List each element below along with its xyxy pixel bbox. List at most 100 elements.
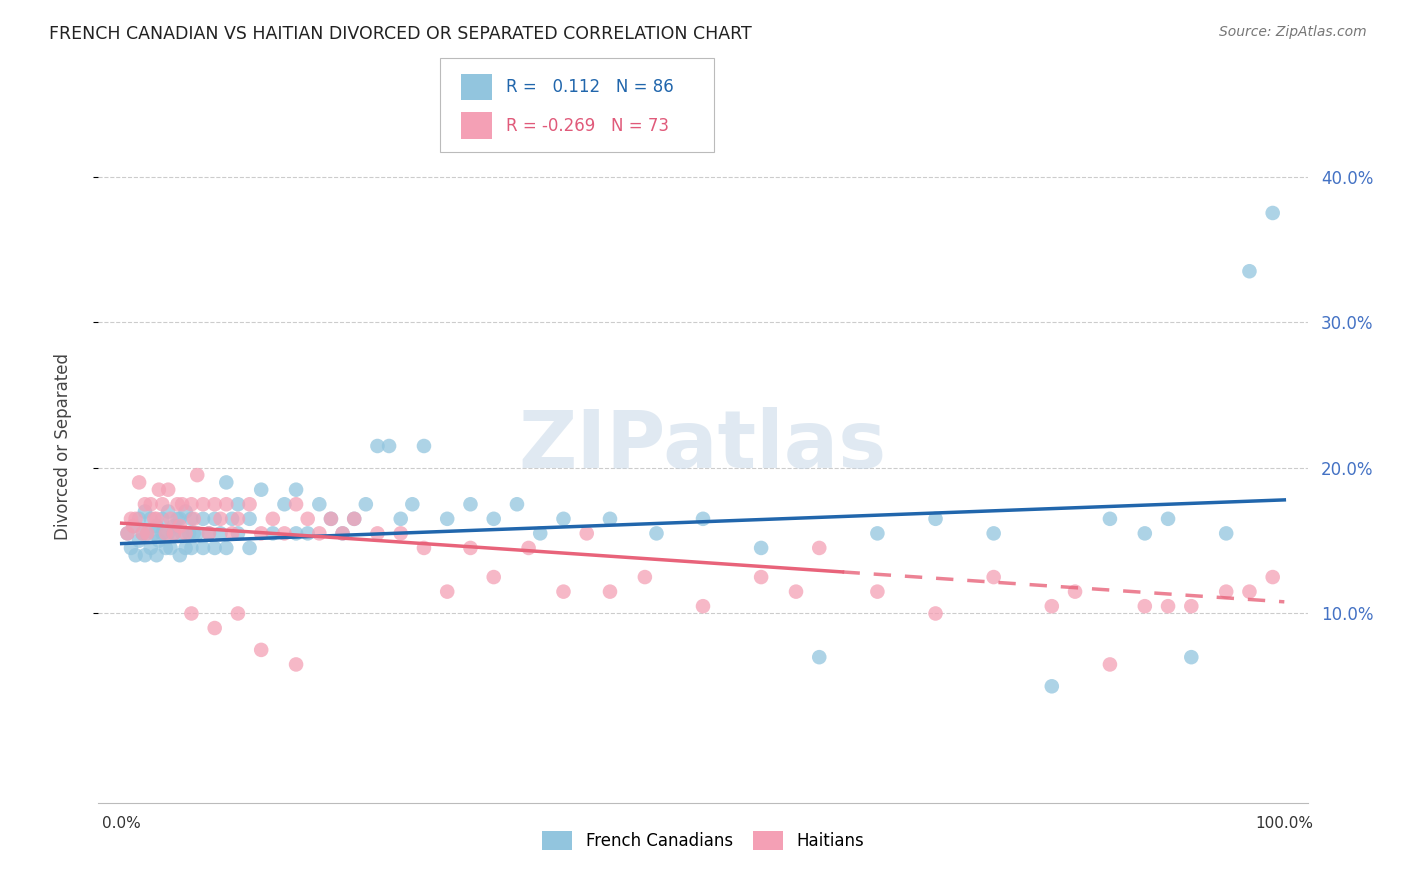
Point [460,541,482,555]
Point [204,512,226,526]
Point [1098,657,1121,672]
Point [157,504,180,518]
Point [983,570,1005,584]
Point [124,512,146,526]
Point [1040,599,1063,614]
Point [297,512,319,526]
Point [198,526,221,541]
Point [215,541,238,555]
Point [389,512,412,526]
Point [262,526,284,541]
Point [1180,599,1202,614]
Point [866,584,889,599]
Point [134,504,156,518]
Point [145,519,167,533]
Point [1261,206,1284,220]
Point [215,475,238,490]
Point [148,483,170,497]
Point [239,512,262,526]
Point [460,497,482,511]
Point [1133,526,1156,541]
Point [482,570,505,584]
Point [297,526,319,541]
Point [413,541,436,555]
Point [285,497,308,511]
Point [354,497,377,511]
Point [226,512,249,526]
Point [169,512,191,526]
Point [204,541,226,555]
Point [163,519,186,533]
Point [273,526,295,541]
Point [692,599,714,614]
Point [749,570,772,584]
Point [413,439,436,453]
Point [599,584,621,599]
Point [180,607,202,621]
Point [924,512,946,526]
Point [1215,526,1237,541]
Point [134,548,156,562]
Point [226,497,249,511]
Text: ZIPatlas: ZIPatlas [519,407,887,485]
Point [221,526,243,541]
Point [172,497,194,511]
Point [128,533,150,548]
Point [645,526,668,541]
Point [166,512,188,526]
Point [273,497,295,511]
Point [174,541,197,555]
Point [343,512,366,526]
Point [117,526,139,541]
Point [174,504,197,518]
Point [124,548,146,562]
Point [401,497,423,511]
Point [198,526,221,541]
Point [226,526,249,541]
Point [1157,599,1180,614]
Point [250,643,273,657]
Point [150,512,173,526]
Point [172,526,194,541]
Point [139,512,162,526]
Point [1215,584,1237,599]
Point [366,526,388,541]
Point [128,512,150,526]
Point [1239,584,1261,599]
Point [204,497,226,511]
Point [308,497,330,511]
Point [155,541,177,555]
Point [163,526,186,541]
Point [145,512,167,526]
Point [122,519,145,533]
Point [221,512,243,526]
Point [186,468,208,483]
Point [191,512,214,526]
Point [166,497,188,511]
Point [1098,512,1121,526]
Point [553,512,575,526]
Point [366,439,388,453]
Point [983,526,1005,541]
Point [204,621,226,635]
Point [319,512,342,526]
Point [148,533,170,548]
Point [924,607,946,621]
Point [209,526,232,541]
Point [250,526,273,541]
Point [139,497,162,511]
Point [529,526,551,541]
Point [143,512,166,526]
Point [159,541,181,555]
Point [139,541,162,555]
Y-axis label: Divorced or Separated: Divorced or Separated [53,352,72,540]
Point [808,541,831,555]
Point [150,526,173,541]
Point [634,570,657,584]
Point [226,607,249,621]
Point [389,526,412,541]
Point [183,512,205,526]
Point [866,526,889,541]
Point [285,526,308,541]
Point [120,541,142,555]
